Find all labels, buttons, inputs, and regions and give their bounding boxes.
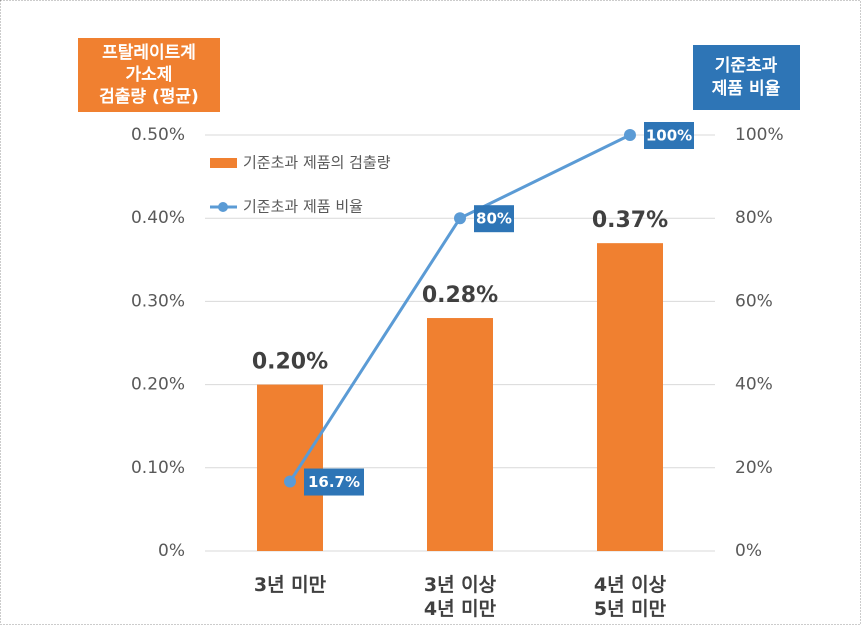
bar-value-label: 0.20% — [252, 350, 328, 375]
y2-tick-label: 40% — [735, 375, 773, 395]
y2-tick-label: 80% — [735, 208, 773, 228]
y-tick-label: 0% — [158, 541, 185, 561]
x-tick-label: 3년 이상 4년 미만 — [424, 574, 497, 620]
line-marker — [454, 212, 466, 225]
y2-axis-title: 제품 비율 — [712, 79, 781, 99]
bar-value-label: 0.28% — [422, 283, 498, 308]
x-tick-label: 3년 미만 — [254, 574, 327, 596]
line-value-label: 100% — [646, 127, 692, 145]
y2-tick-label: 0% — [735, 541, 762, 561]
y2-tick-label: 60% — [735, 291, 773, 311]
legend-label: 기준초과 제품 비율 — [243, 198, 363, 216]
line-value-label: 80% — [476, 210, 512, 228]
line-marker — [624, 129, 636, 141]
y2-axis-title: 기준초과 — [715, 56, 778, 76]
y-axis-title: 검출량 (평균) — [99, 87, 199, 107]
y-tick-label: 0.10% — [131, 458, 185, 478]
value-label-box — [644, 122, 694, 149]
y2-title-box — [693, 45, 800, 110]
value-label-box — [304, 468, 364, 496]
line-marker — [284, 475, 296, 488]
y-tick-label: 0.20% — [131, 375, 185, 395]
value-label-box — [474, 205, 514, 233]
y-tick-label: 0.40% — [131, 208, 185, 228]
legend-swatch — [210, 158, 237, 168]
legend-marker — [218, 202, 228, 212]
y-title-box — [78, 38, 220, 112]
y2-tick-label: 100% — [735, 125, 784, 145]
bar — [427, 318, 493, 551]
bar — [257, 384, 323, 551]
y-tick-label: 0.50% — [131, 125, 185, 145]
legend-label: 기준초과 제품의 검출량 — [243, 154, 391, 172]
bar — [597, 243, 663, 551]
y-axis-title: 가소제 — [126, 65, 173, 85]
y-tick-label: 0.30% — [131, 291, 185, 311]
x-tick-label: 4년 이상 5년 미만 — [594, 574, 667, 620]
bar-value-label: 0.37% — [592, 208, 668, 233]
line-value-label: 16.7% — [308, 473, 360, 491]
y2-tick-label: 20% — [735, 458, 773, 478]
y-axis-title: 프탈레이트계 — [102, 42, 196, 63]
